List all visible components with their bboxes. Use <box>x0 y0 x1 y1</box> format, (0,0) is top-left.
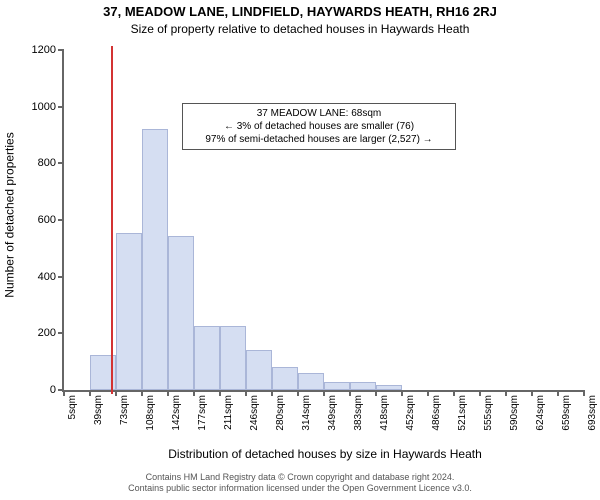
x-tick-label: 486sqm <box>431 395 442 431</box>
y-tick-label: 800 <box>16 157 56 169</box>
x-tick-label: 555sqm <box>483 395 494 431</box>
tooltip-line-3: 97% of semi-detached houses are larger (… <box>189 133 449 146</box>
y-tick-label: 400 <box>16 271 56 283</box>
y-tick <box>58 219 64 221</box>
y-tick-label: 0 <box>16 384 56 396</box>
y-tick <box>58 332 64 334</box>
histogram-bar <box>298 373 324 390</box>
footer-line-1: Contains HM Land Registry data © Crown c… <box>0 472 600 484</box>
chart-title: 37, MEADOW LANE, LINDFIELD, HAYWARDS HEA… <box>0 4 600 19</box>
histogram-bar <box>350 382 376 390</box>
y-tick <box>58 162 64 164</box>
x-tick <box>141 390 143 396</box>
x-tick <box>479 390 481 396</box>
y-tick-label: 600 <box>16 214 56 226</box>
x-tick-label: 590sqm <box>509 395 520 431</box>
x-tick <box>219 390 221 396</box>
x-tick <box>193 390 195 396</box>
x-tick-label: 280sqm <box>275 395 286 431</box>
histogram-bar <box>246 350 272 390</box>
x-tick-label: 383sqm <box>353 395 364 431</box>
y-tick-label: 200 <box>16 327 56 339</box>
x-tick <box>297 390 299 396</box>
x-tick <box>531 390 533 396</box>
x-tick <box>63 390 65 396</box>
x-tick <box>245 390 247 396</box>
x-tick-label: 246sqm <box>249 395 260 431</box>
y-tick <box>58 106 64 108</box>
x-tick <box>557 390 559 396</box>
plot-area: 0200400600800100012005sqm39sqm73sqm108sq… <box>62 50 584 392</box>
tooltip-box: 37 MEADOW LANE: 68sqm ← 3% of detached h… <box>182 103 456 150</box>
footer-line-2: Contains public sector information licen… <box>0 483 600 495</box>
y-tick-label: 1200 <box>16 44 56 56</box>
histogram-bar <box>168 236 194 390</box>
x-tick-label: 73sqm <box>119 395 130 425</box>
y-tick-label: 1000 <box>16 101 56 113</box>
x-tick-label: 39sqm <box>93 395 104 425</box>
x-tick-label: 314sqm <box>301 395 312 431</box>
x-axis-label: Distribution of detached houses by size … <box>60 447 590 461</box>
x-tick-label: 211sqm <box>223 395 234 430</box>
x-tick-label: 349sqm <box>327 395 338 431</box>
marker-line <box>111 46 113 394</box>
histogram-bar <box>376 385 402 390</box>
x-tick <box>349 390 351 396</box>
footer-text: Contains HM Land Registry data © Crown c… <box>0 472 600 495</box>
x-tick <box>167 390 169 396</box>
x-tick <box>583 390 585 396</box>
histogram-bar <box>272 367 298 390</box>
y-tick <box>58 49 64 51</box>
histogram-bar <box>220 326 246 390</box>
x-tick-label: 693sqm <box>587 395 598 431</box>
x-tick-label: 142sqm <box>171 395 182 431</box>
x-tick-label: 418sqm <box>379 395 390 431</box>
x-tick-label: 452sqm <box>405 395 416 431</box>
chart-container: 37, MEADOW LANE, LINDFIELD, HAYWARDS HEA… <box>0 0 600 500</box>
x-tick-label: 624sqm <box>535 395 546 431</box>
y-tick <box>58 276 64 278</box>
x-tick-label: 177sqm <box>197 395 208 431</box>
x-tick-label: 521sqm <box>457 395 468 431</box>
histogram-bar <box>116 233 142 390</box>
x-tick <box>375 390 377 396</box>
x-tick <box>89 390 91 396</box>
histogram-bar <box>194 326 220 390</box>
tooltip-line-2: ← 3% of detached houses are smaller (76) <box>189 120 449 133</box>
x-tick <box>505 390 507 396</box>
x-tick <box>401 390 403 396</box>
x-tick <box>453 390 455 396</box>
x-tick <box>115 390 117 396</box>
histogram-bar <box>142 129 168 390</box>
tooltip-line-1: 37 MEADOW LANE: 68sqm <box>189 107 449 120</box>
x-tick <box>271 390 273 396</box>
x-tick-label: 5sqm <box>67 395 78 419</box>
x-tick-label: 659sqm <box>561 395 572 431</box>
x-tick <box>427 390 429 396</box>
chart-subtitle: Size of property relative to detached ho… <box>0 22 600 36</box>
histogram-bar <box>324 382 350 391</box>
x-tick-label: 108sqm <box>145 395 156 431</box>
x-tick <box>323 390 325 396</box>
